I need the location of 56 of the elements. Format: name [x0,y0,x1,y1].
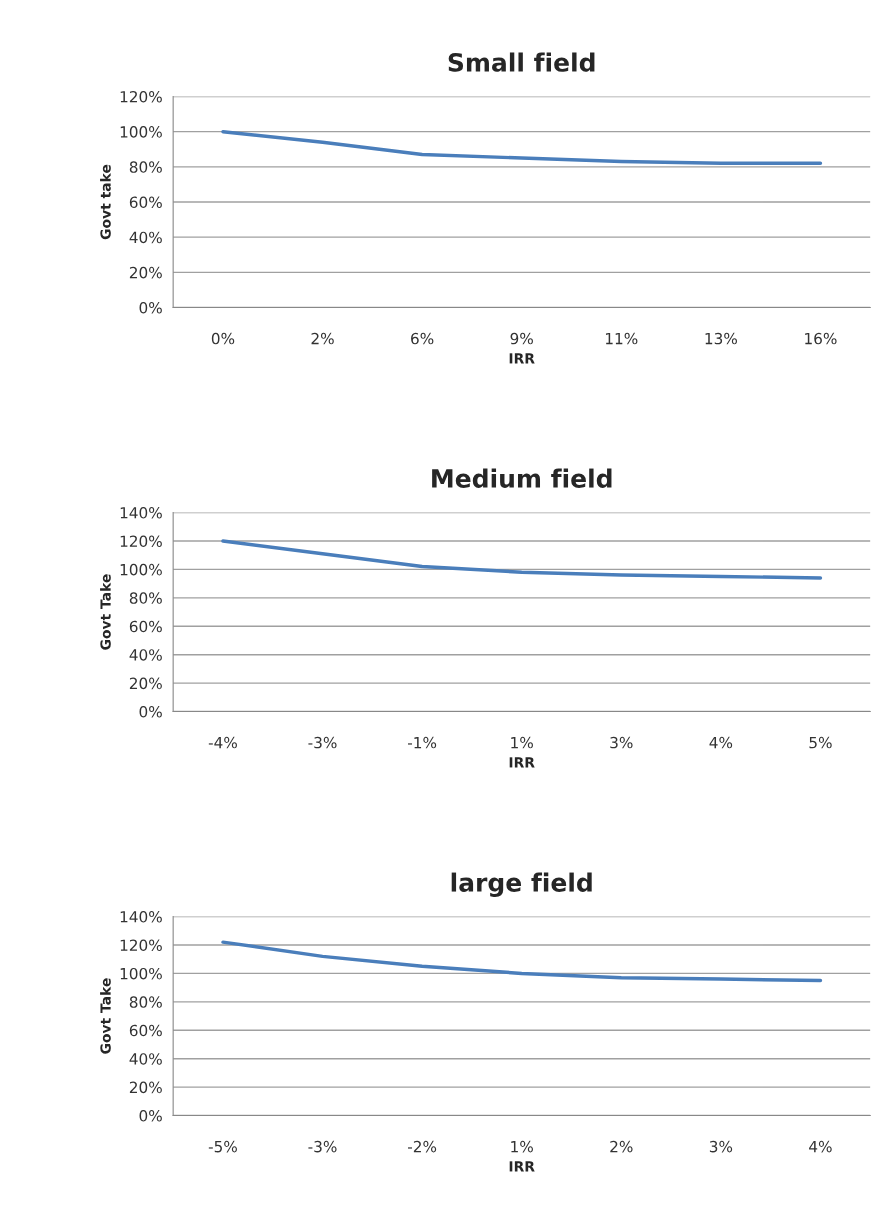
x-tick-label: -5% [208,1140,237,1153]
x-tick-label: 9% [510,332,533,345]
x-axis-title: IRR [509,1161,535,1172]
x-tick-label: -4% [208,736,237,749]
x-tick-label: 4% [809,1140,832,1153]
x-tick-label: -3% [308,736,337,749]
x-tick-label: 13% [705,332,737,345]
y-tick-label: 80% [129,592,162,604]
x-tick-label: -1% [407,736,437,749]
chart-title: Small field [448,52,595,72]
x-tick-label: 2% [610,1140,633,1153]
x-tick-label: 11% [605,332,638,345]
y-tick-label: 100% [120,967,162,980]
y-tick-label: 40% [129,1053,162,1065]
y-axis-title: Govt take [100,164,111,240]
x-tick-label: 0% [211,332,235,345]
chart-title: large field [451,872,592,897]
chart-title: Medium field [432,468,612,488]
x-tick-label: 2% [311,332,334,345]
line-series [221,129,823,166]
x-tick-label: -3% [308,1140,337,1153]
x-tick-label: 16% [805,332,837,345]
y-tick-label: 20% [129,677,162,690]
y-tick-label: 0% [139,302,162,314]
y-axis-title: Govt Take [100,574,111,650]
y-tick-label: 20% [129,266,162,279]
x-axis-title: IRR [509,353,535,364]
y-tick-label: 0% [139,706,162,718]
x-tick-label: -2% [407,1140,437,1153]
line-series [221,539,823,580]
y-tick-label: 20% [129,1081,162,1094]
x-tick-label: 1% [511,1140,533,1153]
y-tick-label: 60% [129,620,162,633]
y-tick-label: 100% [120,126,162,138]
y-tick-label: 140% [120,507,162,519]
y-tick-label: 120% [120,939,162,952]
y-tick-label: 60% [129,196,162,209]
y-tick-label: 40% [129,649,162,661]
y-axis-title: Govt Take [100,978,111,1054]
y-tick-label: 120% [120,535,162,547]
y-tick-label: 140% [120,911,162,923]
x-tick-label: 6% [411,332,434,345]
y-tick-label: 80% [129,996,162,1008]
x-tick-label: 1% [511,736,533,749]
x-tick-label: 3% [610,736,633,749]
x-tick-label: 3% [709,1140,733,1153]
line-series [221,940,823,983]
x-tick-label: 4% [709,736,733,749]
y-tick-label: 100% [120,563,162,576]
x-tick-label: 5% [809,736,832,749]
y-tick-label: 60% [129,1024,162,1037]
y-tick-label: 80% [129,161,162,173]
y-tick-label: 0% [139,1110,162,1122]
x-axis-title: IRR [509,757,535,768]
y-tick-label: 120% [120,90,162,103]
y-tick-label: 40% [129,231,162,244]
